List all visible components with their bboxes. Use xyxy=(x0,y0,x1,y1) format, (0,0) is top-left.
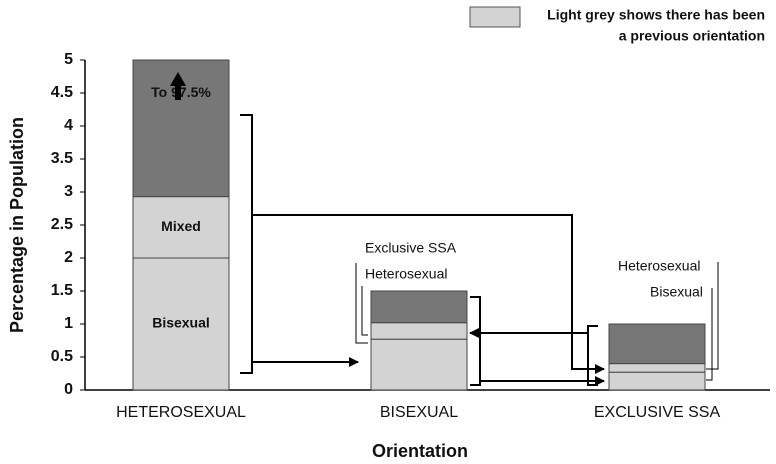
segment-label: Heterosexual xyxy=(365,266,448,282)
bar-segment xyxy=(608,363,706,373)
y-tick-label: 3.5 xyxy=(51,150,73,167)
y-tick-label: 2.5 xyxy=(51,216,73,233)
legend-swatch xyxy=(469,6,521,28)
y-tick-label: 1.5 xyxy=(51,282,73,299)
bar-segment xyxy=(132,257,230,391)
segment-label: Heterosexual xyxy=(618,258,701,274)
y-tick-label: 5 xyxy=(64,51,73,68)
segment-label: Exclusive SSA xyxy=(365,240,457,256)
segment-label: To 97.5% xyxy=(151,84,211,100)
segment-label: Bisexual xyxy=(650,284,703,300)
x-tick-label: HETEROSEXUAL xyxy=(116,404,246,421)
y-tick-label: 2 xyxy=(64,249,73,266)
up-arrow xyxy=(170,72,186,100)
y-tick-label: 1 xyxy=(64,315,73,332)
y-tick-label: 4.5 xyxy=(51,84,73,101)
y-tick-label: 0.5 xyxy=(51,348,73,365)
x-tick-label: BISEXUAL xyxy=(380,404,458,421)
legend-text: a previous orientation xyxy=(619,28,765,44)
y-tick-label: 3 xyxy=(64,183,73,200)
legend-text: Light grey shows there has been xyxy=(547,7,765,23)
y-axis-title: Percentage in Population xyxy=(7,117,27,333)
bar-segment xyxy=(370,322,468,340)
bar-segment xyxy=(608,371,706,391)
bar-segment xyxy=(370,338,468,391)
y-tick-label: 0 xyxy=(64,381,73,398)
bar-segment xyxy=(132,196,230,259)
x-axis-title: Orientation xyxy=(372,441,468,461)
segment-label: Mixed xyxy=(161,218,201,234)
bar-segment xyxy=(608,323,706,365)
connectors xyxy=(240,114,719,386)
x-tick-label: EXCLUSIVE SSA xyxy=(594,404,721,421)
segment-label: Bisexual xyxy=(152,315,210,331)
y-tick-label: 4 xyxy=(64,117,73,134)
bar-segment xyxy=(370,290,468,324)
